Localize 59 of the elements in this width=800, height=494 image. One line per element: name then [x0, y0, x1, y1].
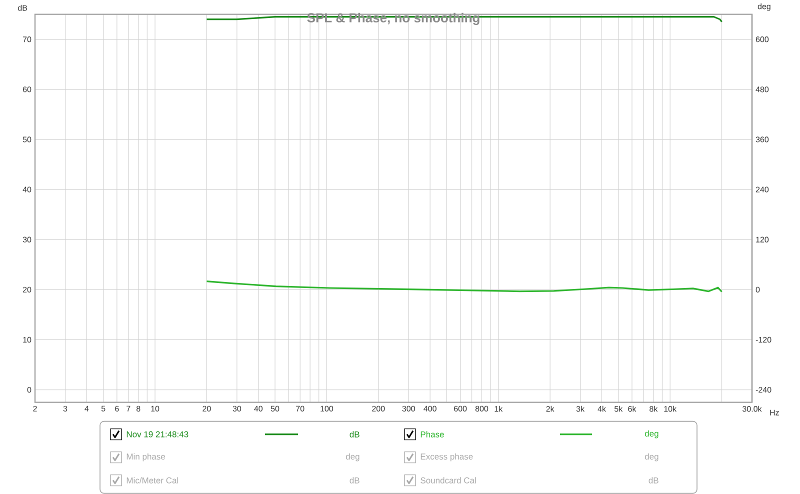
- text: Nov 19 21:48:43: [126, 431, 188, 438]
- x-tick-label: 10: [151, 406, 160, 412]
- y2-tick-label: 0: [756, 286, 760, 292]
- text: Soundcard Cal: [420, 477, 476, 484]
- x-tick-label: 30.0k: [742, 406, 762, 412]
- x-tick-label: 5: [101, 406, 106, 412]
- y-tick-label: 50: [22, 136, 32, 142]
- text: Excess phase: [420, 453, 473, 462]
- y2-tick-label: 600: [756, 36, 769, 42]
- text: deg: [346, 453, 360, 462]
- x-tick-label: 6: [115, 406, 119, 412]
- y-tick-label: 0: [27, 386, 32, 392]
- x-tick-label: 2k: [546, 406, 554, 412]
- x-tick-label: 300: [402, 406, 415, 412]
- y2-tick-label: -240: [756, 386, 772, 392]
- x-tick-label: 50: [270, 406, 280, 412]
- y-tick-label: 70: [22, 36, 32, 42]
- x-tick-label: 6k: [628, 406, 636, 412]
- text: Min phase: [126, 453, 166, 462]
- y2-tick-label: 480: [756, 86, 769, 92]
- text: deg: [644, 453, 658, 462]
- text: dB: [648, 477, 658, 484]
- x-tick-label: 5k: [614, 406, 623, 412]
- x-tick-label: 20: [202, 406, 211, 412]
- x-tick-label: 800: [475, 406, 488, 412]
- text: dB: [350, 431, 360, 438]
- x-tick-label: 2: [33, 406, 37, 412]
- x-tick-label: 600: [454, 406, 467, 412]
- x-tick-label: 3: [63, 406, 68, 412]
- x-tick-label: 10k: [664, 406, 677, 412]
- x-tick-label: 400: [424, 406, 436, 412]
- y2-axis-title: deg: [758, 3, 770, 11]
- y-tick-label: 40: [22, 186, 32, 192]
- x-tick-label: 7: [126, 406, 130, 412]
- x-tick-label: 4: [84, 406, 89, 412]
- x-tick-label: 100: [320, 406, 334, 412]
- y-axis-title: dB: [18, 4, 28, 11]
- y-tick-label: 10: [23, 336, 32, 342]
- y-tick-label: 30: [22, 236, 32, 242]
- x-tick-label: 8k: [650, 406, 658, 412]
- y-tick-label: 60: [22, 86, 32, 92]
- x-axis-title: Hz: [770, 410, 779, 416]
- x-tick-label: 200: [372, 406, 385, 412]
- x-tick-label: 40: [254, 406, 263, 412]
- y2-tick-label: 240: [756, 186, 769, 192]
- text: deg: [644, 430, 658, 438]
- text: dB: [350, 477, 360, 484]
- x-tick-label: 70: [296, 406, 304, 412]
- x-tick-label: 8: [136, 406, 140, 412]
- text: Phase: [420, 431, 444, 438]
- x-tick-label: 3k: [576, 406, 585, 412]
- text: Mic/Meter Cal: [126, 477, 178, 484]
- x-tick-label: 30: [232, 406, 242, 412]
- y2-tick-label: 120: [756, 236, 769, 242]
- y-tick-label: 20: [22, 286, 32, 292]
- x-tick-label: 4k: [598, 406, 606, 412]
- y2-tick-label: 360: [756, 136, 769, 142]
- y2-tick-label: -120: [756, 336, 772, 342]
- x-tick-label: 1k: [494, 406, 503, 412]
